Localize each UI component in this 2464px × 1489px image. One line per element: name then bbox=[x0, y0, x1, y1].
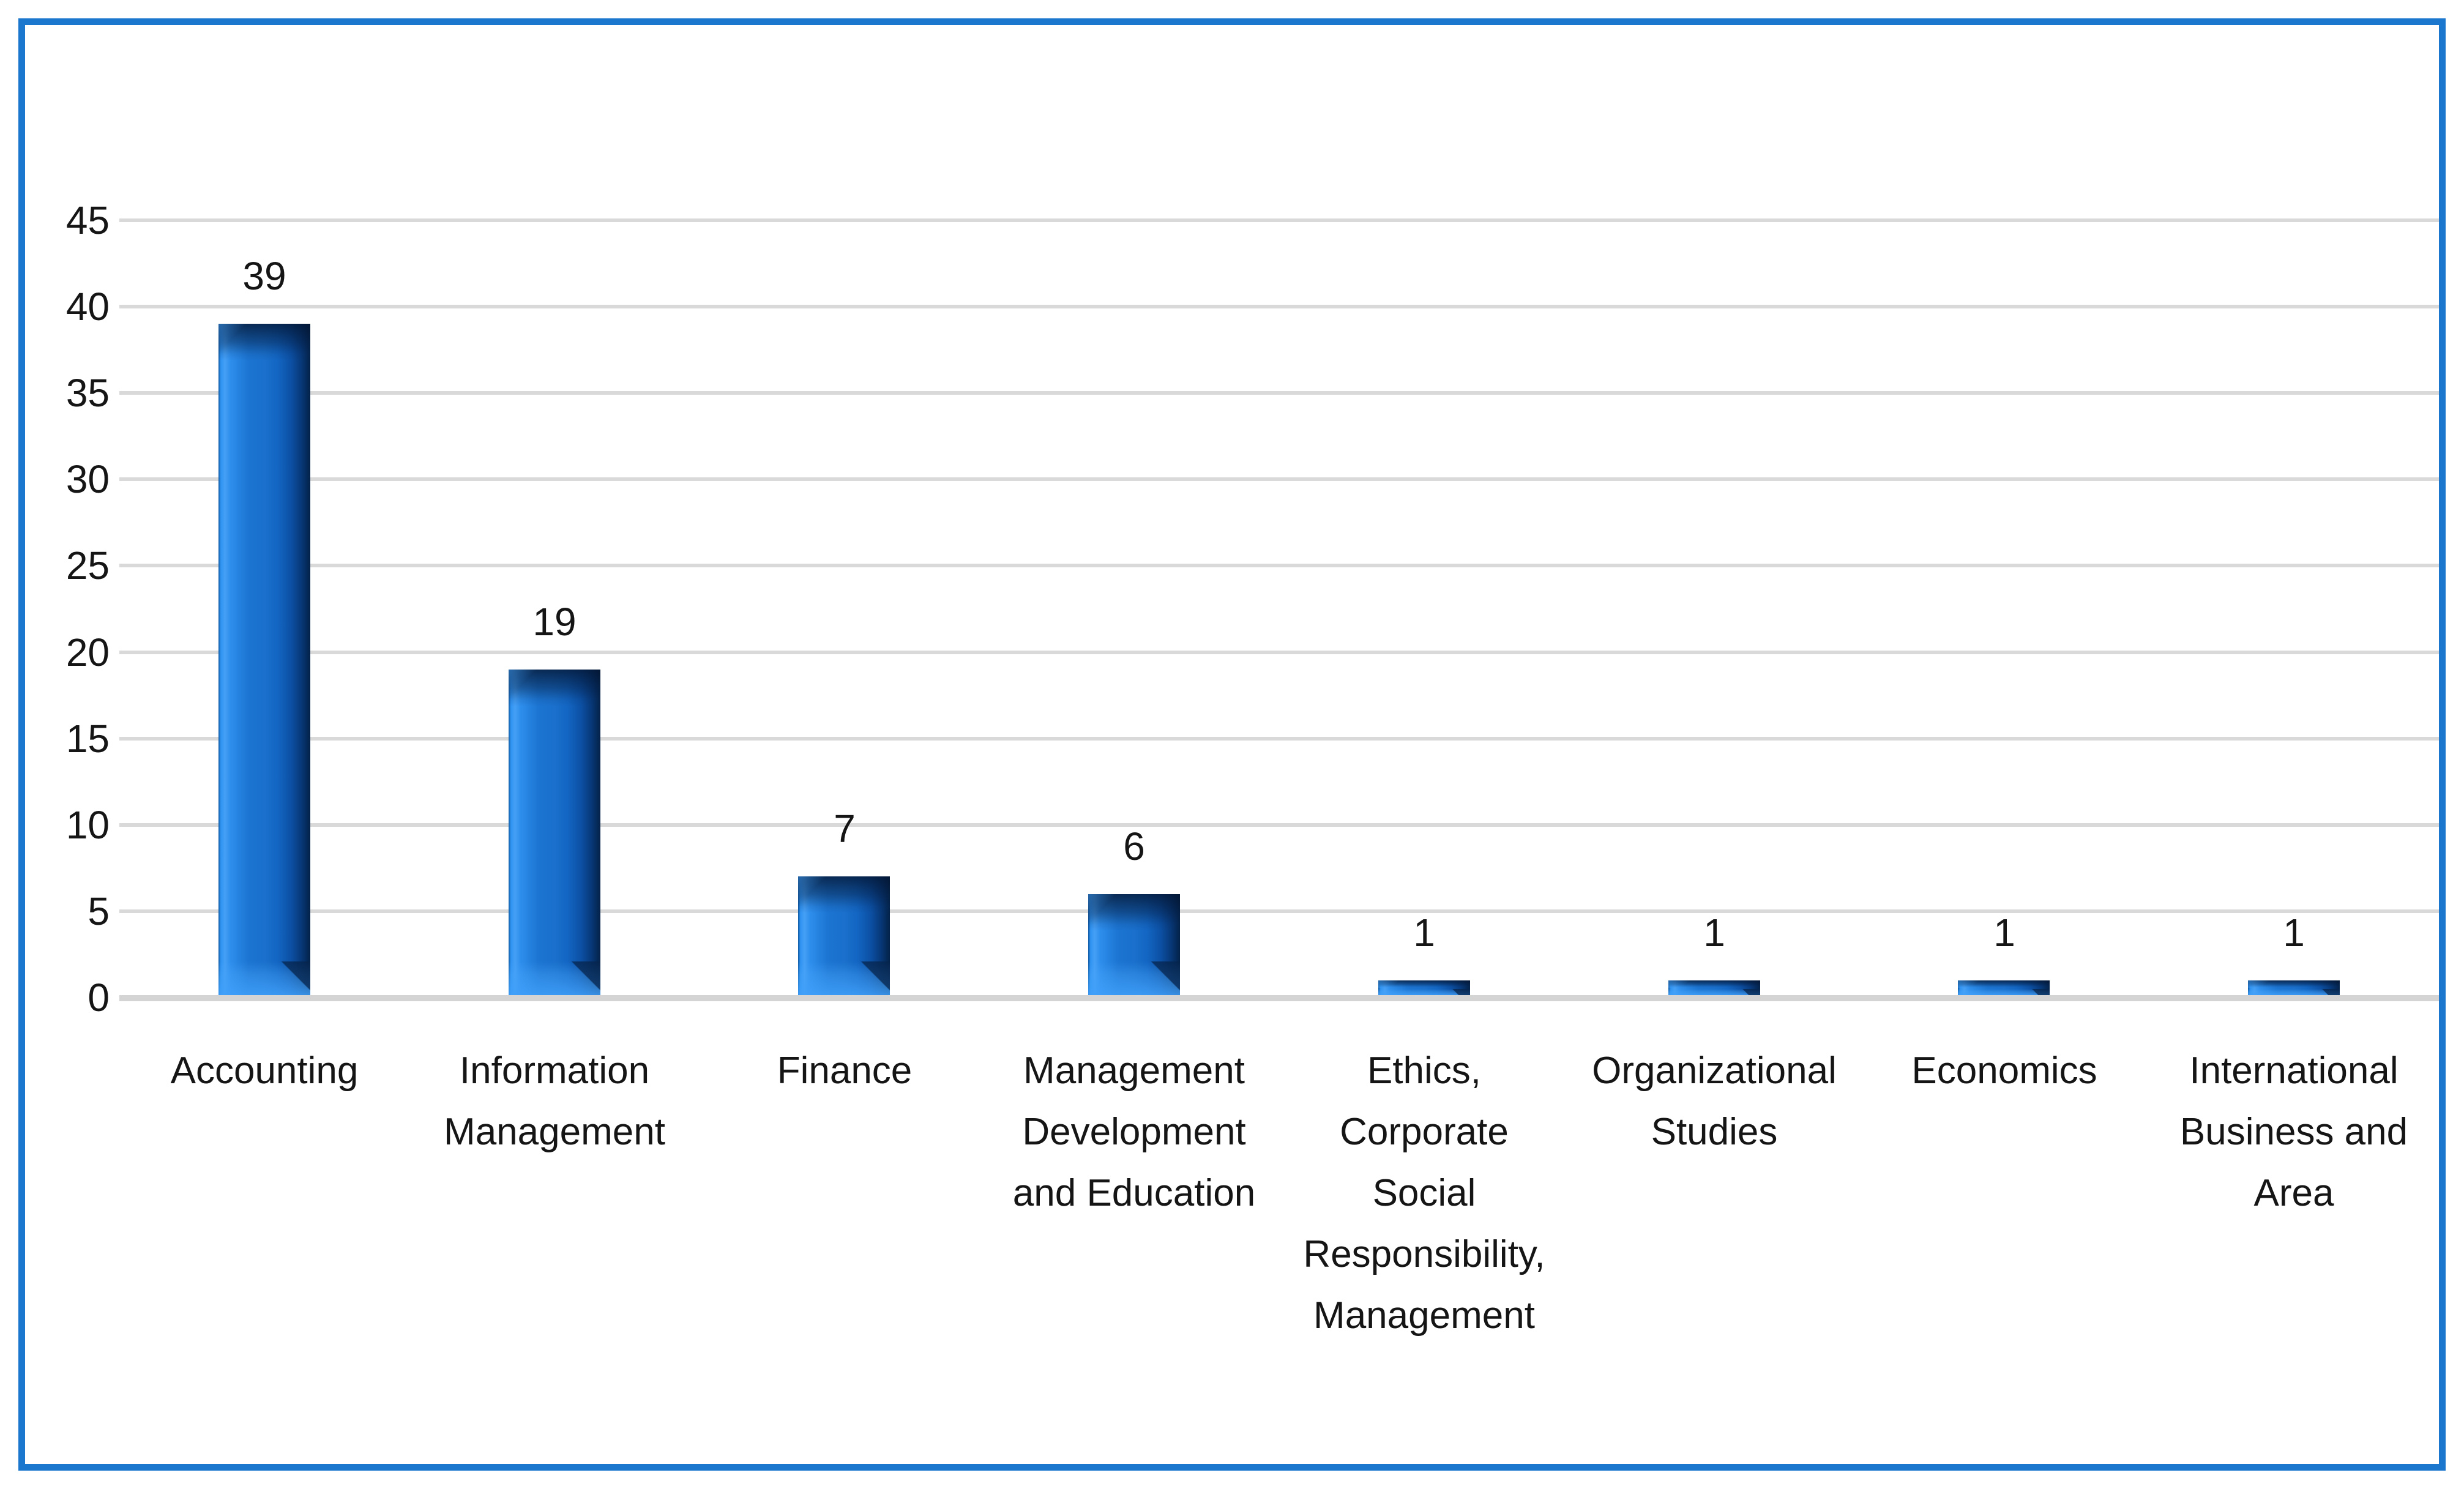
category-label-6: Organizational Studies bbox=[1592, 1050, 1837, 1153]
chart-frame: 0 5 10 15 20 25 30 35 40 45 39 19 7 6 1 1 1 1 Accounting… bbox=[18, 18, 2446, 1471]
bar-7 bbox=[1958, 980, 2050, 995]
data-label-3: 7 bbox=[834, 807, 856, 851]
data-label-1: 39 bbox=[242, 254, 286, 298]
data-label-5: 1 bbox=[1413, 911, 1435, 955]
data-label-7: 1 bbox=[1993, 911, 2015, 955]
category-label-5: Ethics, Corporate Social Responsibility,… bbox=[1303, 1050, 1545, 1337]
bar-1 bbox=[218, 324, 310, 995]
gridline-10 bbox=[119, 823, 2439, 827]
gridline-15 bbox=[119, 736, 2439, 741]
data-label-2: 19 bbox=[532, 600, 577, 644]
gridline-5 bbox=[119, 909, 2439, 913]
category-label-3: Finance bbox=[777, 1050, 913, 1092]
y-tick-label-45: 45 bbox=[65, 198, 110, 242]
y-tick-label-35: 35 bbox=[65, 371, 110, 416]
gridline-35 bbox=[119, 391, 2439, 395]
data-label-8: 1 bbox=[2283, 911, 2305, 955]
y-tick-label-0: 0 bbox=[88, 976, 110, 1020]
y-tick-label-30: 30 bbox=[65, 457, 110, 502]
gridline-40 bbox=[119, 305, 2439, 309]
bar-8 bbox=[2248, 980, 2340, 995]
category-label-8: International Business and Area bbox=[2179, 1050, 2408, 1214]
y-tick-label-15: 15 bbox=[65, 716, 110, 761]
gridline-20 bbox=[119, 650, 2439, 654]
bar-6 bbox=[1668, 980, 1760, 995]
data-label-4: 6 bbox=[1123, 824, 1145, 868]
x-axis-line bbox=[119, 995, 2439, 1001]
y-tick-label-40: 40 bbox=[65, 285, 110, 329]
gridline-30 bbox=[119, 477, 2439, 482]
data-label-6: 1 bbox=[1703, 911, 1725, 955]
y-tick-label-25: 25 bbox=[65, 543, 110, 588]
category-label-4: Management Development and Education bbox=[1012, 1050, 1256, 1214]
y-tick-label-5: 5 bbox=[88, 889, 110, 933]
bar-5 bbox=[1378, 980, 1470, 995]
y-tick-label-20: 20 bbox=[65, 630, 110, 674]
gridline-45 bbox=[119, 218, 2439, 222]
category-label-1: Accounting bbox=[170, 1050, 359, 1092]
category-label-2: Information Management bbox=[444, 1050, 665, 1153]
bar-4 bbox=[1088, 894, 1180, 995]
bar-2 bbox=[509, 670, 600, 995]
y-tick-label-10: 10 bbox=[65, 802, 110, 847]
category-label-7: Economics bbox=[1911, 1050, 2097, 1092]
bar-3 bbox=[798, 876, 890, 995]
gridline-25 bbox=[119, 564, 2439, 568]
